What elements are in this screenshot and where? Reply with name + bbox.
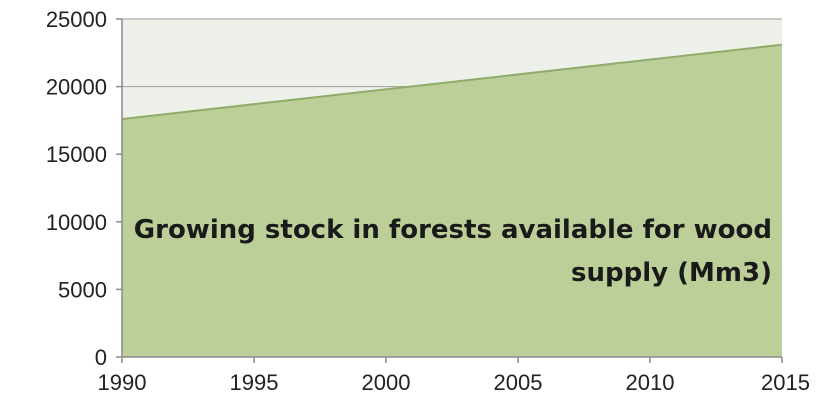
area-series-edge [121, 43, 783, 121]
y-axis-ticks: 0 5000 10000 15000 20000 25000 [46, 7, 122, 370]
y-tick-label-0: 0 [95, 345, 107, 370]
x-tick-label-1990: 1990 [98, 370, 147, 395]
y-tick-label-20000: 20000 [46, 75, 107, 100]
x-axis-ticks: 1990 1995 2000 2005 2010 2015 [98, 357, 810, 395]
annotation-line-1: Growing stock in forests available for w… [134, 215, 772, 245]
area-series [122, 44, 782, 358]
y-tick-label-5000: 5000 [58, 277, 107, 302]
y-tick-label-10000: 10000 [46, 210, 107, 235]
y-tick-label-15000: 15000 [46, 142, 107, 167]
x-tick-label-2015: 2015 [761, 370, 810, 395]
x-tick-label-2000: 2000 [362, 370, 411, 395]
x-tick-label-1995: 1995 [230, 370, 279, 395]
x-tick-label-2010: 2010 [626, 370, 675, 395]
x-tick-label-2005: 2005 [494, 370, 543, 395]
y-tick-label-25000: 25000 [46, 7, 107, 32]
annotation-line-2: supply (Mm3) [571, 258, 772, 288]
